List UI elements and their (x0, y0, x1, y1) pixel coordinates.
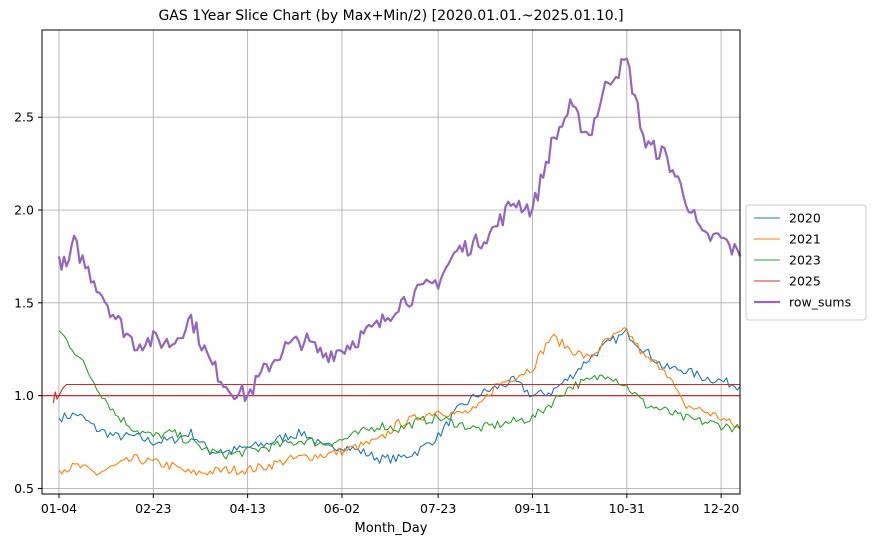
legend-entry: 2021 (789, 232, 821, 247)
y-tick-label: 0.5 (14, 481, 34, 496)
legend-entry: 2020 (789, 211, 821, 226)
x-tick-label: 06-02 (324, 501, 360, 516)
series-line-row_sums (57, 57, 742, 403)
plot-frame (41, 29, 741, 495)
y-tick-label: 2.5 (14, 110, 34, 125)
grid (42, 30, 740, 494)
x-tick-label: 01-04 (41, 501, 77, 516)
series-line-2023 (58, 330, 741, 460)
axes: 01-04 02-23 04-13 06-02 07-23 09-11 10-31 12-20… (14, 110, 739, 516)
y-tick-label: 2.0 (14, 203, 34, 218)
x-tick-label: 09-11 (514, 501, 550, 516)
y-tick-label: 1.0 (14, 388, 34, 403)
x-tick-label: 02-23 (135, 501, 171, 516)
legend-entry: 2025 (789, 274, 821, 289)
series-layer (42, 57, 742, 476)
legend-entry: row_sums (789, 295, 851, 310)
series-line-2021 (58, 327, 741, 476)
x-tick-label: 10-31 (609, 501, 645, 516)
x-axis-label: Month_Day (355, 521, 428, 536)
y-tick-label: 1.5 (14, 295, 34, 310)
x-tick-label: 07-23 (420, 501, 456, 516)
legend-entry: 2023 (789, 253, 821, 268)
x-tick-label: 12-20 (703, 501, 739, 516)
legend-box (745, 204, 867, 321)
legend: 2020 2021 2023 2025 row_sums (745, 204, 867, 321)
x-tick-label: 04-13 (229, 501, 265, 516)
chart-title: GAS 1Year Slice Chart (by Max+Min/2) [20… (158, 8, 623, 24)
series-line-2025 (52, 383, 740, 404)
